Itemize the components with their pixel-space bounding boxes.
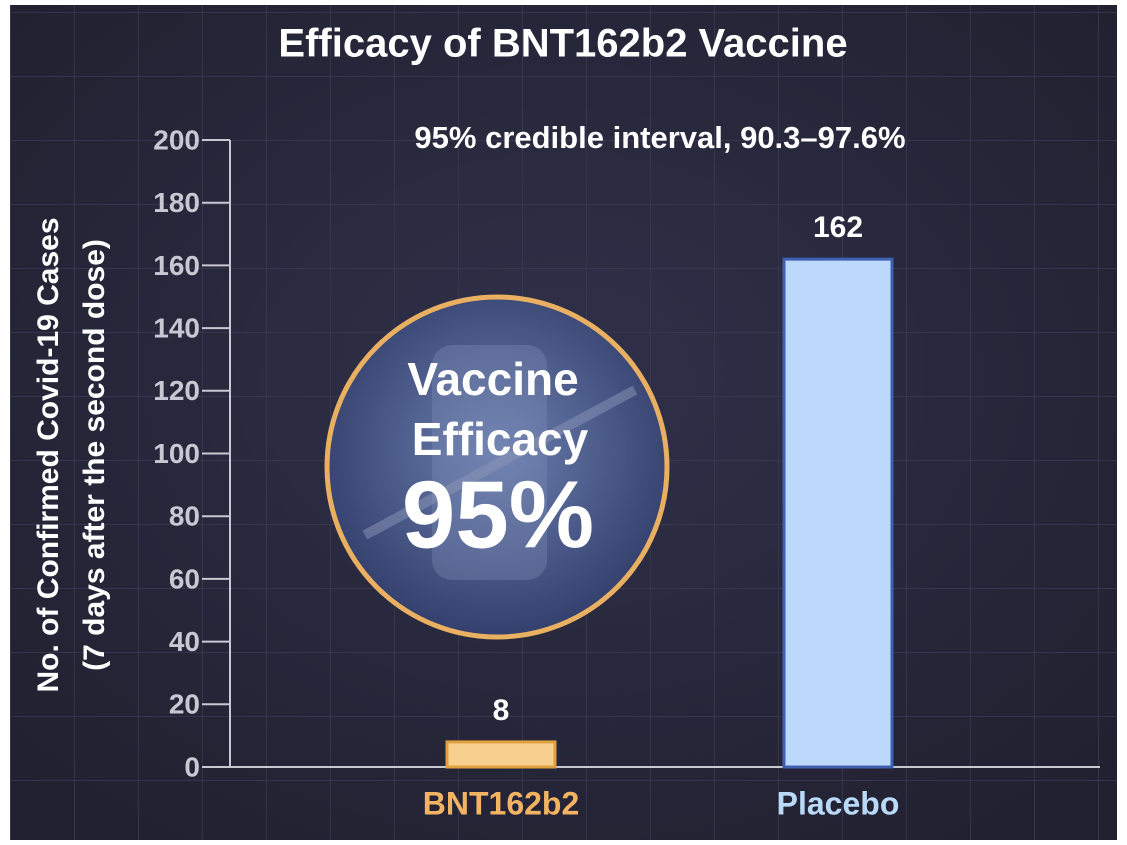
value-label: 162	[813, 211, 863, 244]
page: {"chart_data": {"type": "bar", "title": …	[0, 0, 1127, 845]
y-tick-label: 80	[169, 501, 200, 532]
efficacy-badge: Vaccine Efficacy 95%	[327, 297, 667, 637]
badge-text: Efficacy	[412, 413, 589, 465]
y-tick-label: 40	[169, 626, 200, 657]
x-tick-label: Placebo	[777, 785, 900, 821]
y-tick-label: 140	[153, 312, 200, 343]
y-tick-label: 0	[184, 751, 200, 782]
chart-title: Efficacy of BNT162b2 Vaccine	[278, 22, 847, 66]
y-tick-label: 100	[153, 438, 200, 469]
subtitle: 95% credible interval, 90.3–97.6%	[414, 120, 905, 155]
y-axis-title-line: No. of Confirmed Covid-19 Cases	[32, 217, 65, 692]
y-tick-label: 120	[153, 375, 200, 406]
badge-text: Vaccine	[407, 353, 578, 405]
y-tick-label: 20	[169, 689, 200, 720]
y-tick-label: 60	[169, 563, 200, 594]
value-label: 8	[493, 694, 510, 727]
chart: Efficacy of BNT162b2 Vaccine 95% credibl…	[0, 0, 1127, 845]
bar	[784, 259, 892, 767]
bar	[447, 742, 555, 767]
y-tick-label: 200	[153, 124, 200, 155]
badge-value: 95%	[402, 461, 594, 568]
y-axis-title-line: (7 days after the second dose)	[78, 239, 111, 671]
x-tick-label: BNT162b2	[423, 785, 580, 821]
y-tick-label: 180	[153, 187, 200, 218]
y-tick-label: 160	[153, 250, 200, 281]
